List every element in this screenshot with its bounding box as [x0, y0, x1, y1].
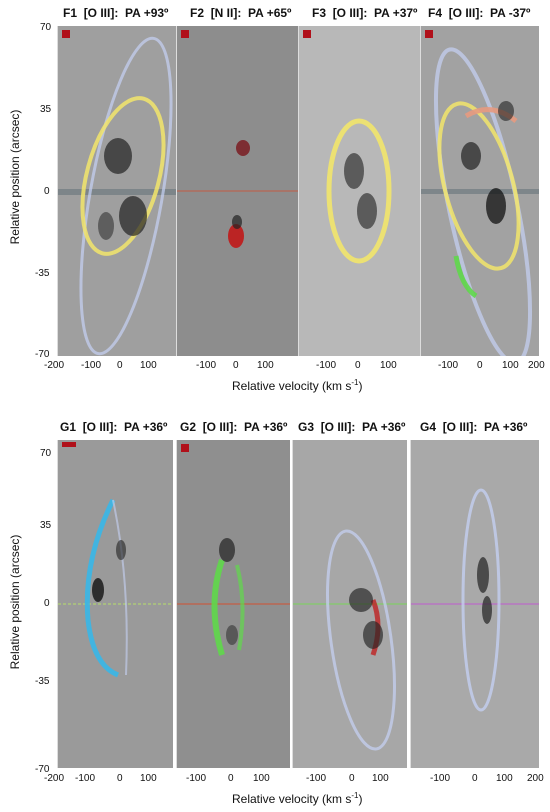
- x-tick: 100: [372, 773, 389, 784]
- x-tick: -100: [81, 360, 102, 371]
- x-tick: -200: [44, 360, 65, 371]
- y-tick: 0: [44, 598, 50, 609]
- x-axis-label: Relative velocity (km s-1): [232, 791, 363, 806]
- x-axis-label: Relative velocity (km s-1): [232, 378, 363, 393]
- y-tick: 35: [40, 520, 52, 531]
- beam-marker: [62, 442, 76, 447]
- x-tick: 100: [496, 773, 513, 784]
- x-tick: 0: [349, 773, 355, 784]
- x-tick: 0: [355, 360, 361, 371]
- x-tick: -100: [438, 360, 459, 371]
- panel-f4: [420, 26, 539, 356]
- spectrum-image-f2: [177, 140, 298, 248]
- x-tick: 100: [380, 360, 397, 371]
- beam-marker: [181, 444, 189, 452]
- panel-g2: [176, 440, 290, 768]
- panel-g1: [57, 440, 173, 768]
- x-tick: -100: [306, 773, 327, 784]
- spectrum-image-g4: [411, 488, 539, 712]
- x-tick: 100: [257, 360, 274, 371]
- panel-g3: [292, 440, 407, 768]
- y-tick: 35: [40, 104, 52, 115]
- spectrum-image-g1: [58, 498, 173, 678]
- panel-title-f1: F1 [O III]: PA +93º: [63, 6, 169, 20]
- beam-marker: [181, 30, 189, 38]
- spectrum-image-g2: [177, 538, 290, 656]
- y-tick: 0: [44, 186, 50, 197]
- panel-title-g3: G3 [O III]: PA +36º: [298, 420, 406, 434]
- top-figure-row: Relative position (arcsec) 70 35 0 -35 -…: [0, 0, 550, 400]
- panel-title-f4: F4 [O III]: PA -37º: [428, 6, 531, 20]
- spectrum-image-f3: [326, 118, 392, 264]
- x-tick: -100: [75, 773, 96, 784]
- panel-f1: [57, 26, 176, 356]
- y-tick: -70: [35, 764, 50, 775]
- y-tick: -35: [35, 676, 50, 687]
- x-tick: 100: [140, 773, 157, 784]
- beam-marker: [425, 30, 433, 38]
- x-tick: -100: [186, 773, 207, 784]
- panel-f3: [298, 26, 420, 356]
- x-tick: 0: [117, 773, 123, 784]
- x-tick: 0: [228, 773, 234, 784]
- x-tick: -100: [316, 360, 337, 371]
- panel-title-g4: G4 [O III]: PA +36º: [420, 420, 528, 434]
- x-tick: 0: [233, 360, 239, 371]
- panel-title-f2: F2 [N II]: PA +65º: [190, 6, 292, 20]
- x-tick: 200: [527, 773, 544, 784]
- spectrum-image-f1: [58, 36, 176, 356]
- x-tick: 100: [140, 360, 157, 371]
- y-tick: 70: [40, 448, 52, 459]
- x-tick: -100: [430, 773, 451, 784]
- panel-f2: [176, 26, 298, 356]
- x-tick: 100: [502, 360, 519, 371]
- x-tick: 0: [477, 360, 483, 371]
- panel-title-g2: G2 [O III]: PA +36º: [180, 420, 288, 434]
- beam-marker: [303, 30, 311, 38]
- x-tick: 100: [253, 773, 270, 784]
- y-tick: -70: [35, 349, 50, 360]
- y-tick: 70: [40, 22, 52, 33]
- spectrum-image-g3: [293, 529, 407, 751]
- panel-title-g1: G1 [O III]: PA +36º: [60, 420, 168, 434]
- x-tick: -100: [196, 360, 217, 371]
- y-tick: -35: [35, 268, 50, 279]
- y-axis-label: Relative position (arcsec): [8, 534, 22, 670]
- panel-title-f3: F3 [O III]: PA +37º: [312, 6, 418, 20]
- spectrum-image-f4: [421, 47, 539, 356]
- panel-g4: [410, 440, 539, 768]
- bottom-figure-row: Relative position (arcsec) 70 35 0 -35 -…: [0, 410, 550, 812]
- beam-marker: [62, 30, 70, 38]
- x-tick: 200: [528, 360, 545, 371]
- x-tick: -200: [44, 773, 65, 784]
- x-tick: 0: [117, 360, 123, 371]
- y-axis-label: Relative position (arcsec): [8, 109, 22, 245]
- x-tick: 0: [472, 773, 478, 784]
